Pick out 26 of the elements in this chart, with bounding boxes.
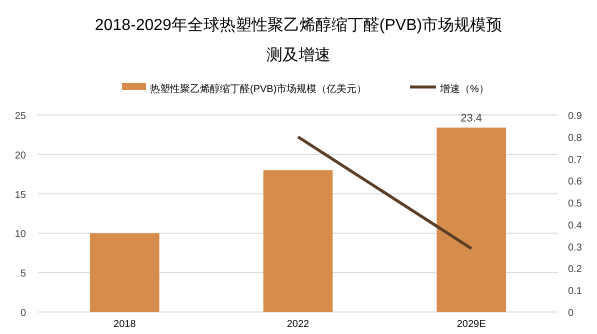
bar	[90, 233, 160, 312]
x-tick-label: 2018	[114, 319, 136, 330]
legend-label: 增速（%）	[439, 83, 489, 95]
y-tick-label: 10	[14, 229, 26, 240]
y2-tick-label: 0	[568, 308, 574, 319]
y2-tick-label: 0.8	[568, 132, 582, 144]
x-tick-label: 2022	[286, 319, 310, 330]
y2-tick-label: 0.9	[568, 111, 582, 122]
y2-tick-label: 0.3	[568, 242, 582, 254]
y2-tick-label: 0.2	[568, 264, 582, 276]
y2-tick-label: 0.4	[568, 220, 582, 232]
bar	[263, 170, 333, 312]
y-tick-label: 20	[14, 150, 26, 162]
legend-label: 热塑性聚乙烯醇缩丁醛(PVB)市场规模（亿美元）	[150, 83, 367, 95]
y-tick-label: 0	[20, 308, 26, 319]
y-tick-label: 5	[20, 268, 26, 280]
x-tick-label: 2029E	[456, 319, 486, 330]
y2-tick-label: 0.5	[568, 198, 582, 210]
data-label: 23.4	[460, 112, 482, 125]
y-tick-label: 25	[14, 111, 26, 122]
y2-tick-label: 0.1	[568, 286, 582, 298]
chart-title: 2018-2029年全球热塑性聚乙烯醇缩丁醛(PVB)市场规模预测及增速	[94, 16, 502, 64]
y2-tick-label: 0.6	[568, 176, 582, 188]
bar	[436, 128, 506, 312]
y-tick-label: 15	[14, 190, 26, 201]
y2-tick-label: 0.7	[568, 154, 582, 166]
